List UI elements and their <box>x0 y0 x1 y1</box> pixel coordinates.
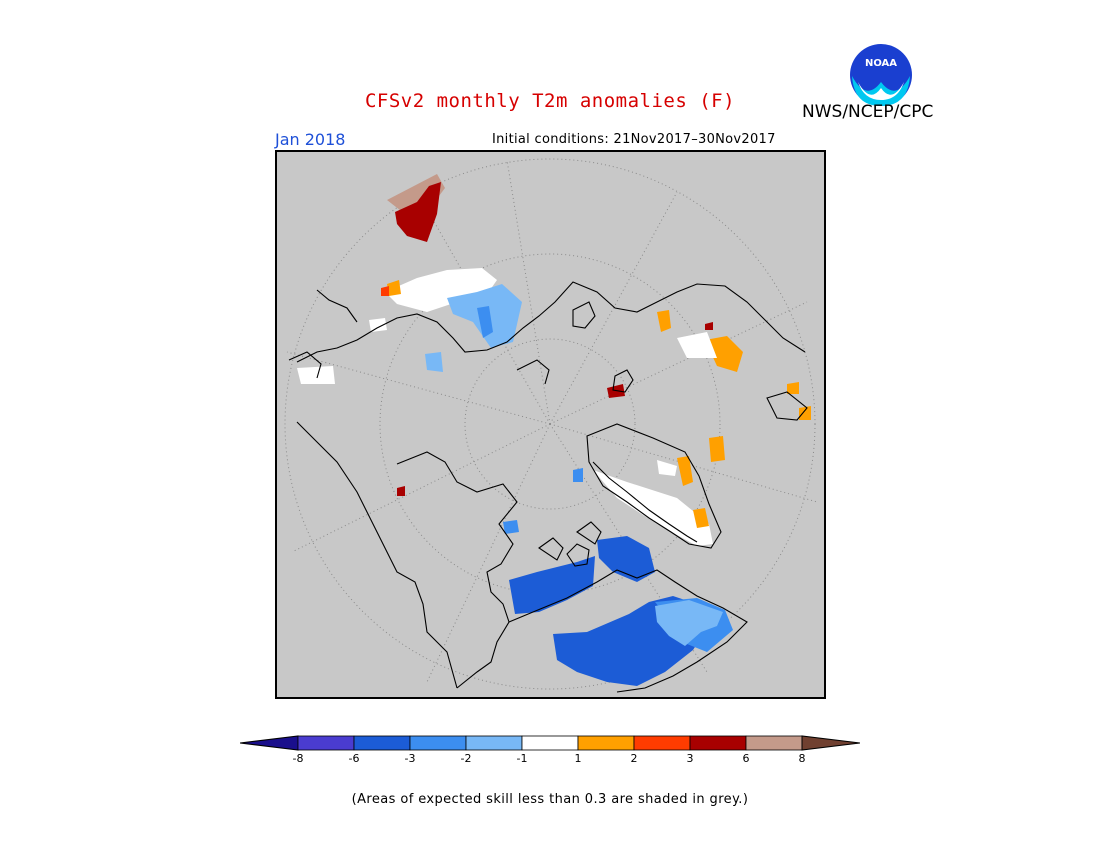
polar-map <box>275 150 826 699</box>
anomaly-region-neg3-hudson <box>597 536 655 582</box>
map-canvas <box>284 158 818 693</box>
legend-arrow-low <box>240 735 299 751</box>
legend-tick: -8 <box>292 752 304 765</box>
anomaly-region-neg3-arctic <box>503 520 519 534</box>
anomaly-region-2-alaska-b <box>677 456 693 486</box>
legend-swatch <box>577 735 635 751</box>
skill-footnote: (Areas of expected skill less than 0.3 a… <box>351 792 749 807</box>
anomaly-region-6-arabia <box>397 486 405 496</box>
anomaly-region-6-asia <box>705 322 713 330</box>
legend-tick: 3 <box>686 752 694 765</box>
logo-text: NOAA <box>865 58 897 69</box>
anomaly-region-2-pacific <box>787 382 799 394</box>
graticule <box>284 158 818 690</box>
anomaly-region-2-alaska-c <box>693 508 709 528</box>
anomaly-region-2-japan <box>705 336 743 372</box>
chart-title: CFSv2 monthly T2m anomalies (F) <box>364 90 736 112</box>
legend-tick: 8 <box>798 752 806 765</box>
legend-tick: -6 <box>348 752 360 765</box>
legend-tick: -2 <box>460 752 472 765</box>
anomaly-region-2-europe <box>387 280 401 296</box>
anomaly-region-neg3-europe <box>477 306 493 338</box>
legend-swatch <box>297 735 355 751</box>
anomaly-region-neg1-alaska <box>593 470 713 546</box>
anomaly-region-neg1-sahara <box>297 366 335 384</box>
anomaly-region-neg1-asia <box>677 332 717 358</box>
anomaly-region-2-asia <box>657 310 671 332</box>
noaa-logo-icon: NOAA <box>850 44 912 106</box>
anomaly-region-neg3-canada <box>509 556 595 614</box>
legend-tick: 6 <box>742 752 750 765</box>
anomaly-region-neg2-balkans <box>425 352 443 372</box>
legend-arrow-high <box>801 735 860 751</box>
initial-conditions-label: Initial conditions: 21Nov2017–30Nov2017 <box>492 132 776 147</box>
organization-label: NWS/NCEP/CPC <box>802 102 934 122</box>
legend-tick: -1 <box>516 752 528 765</box>
legend-swatch <box>745 735 803 751</box>
legend-swatch <box>633 735 691 751</box>
legend-tick: 2 <box>630 752 638 765</box>
legend-swatch <box>689 735 747 751</box>
legend-swatch <box>353 735 411 751</box>
legend-swatch <box>521 735 579 751</box>
anomaly-shading <box>297 174 811 686</box>
anomaly-region-neg1-spain <box>369 318 387 332</box>
color-legend <box>240 735 860 751</box>
anomaly-region-neg3-arctic-b <box>573 468 583 482</box>
legend-tick: -3 <box>404 752 416 765</box>
valid-month-label: Jan 2018 <box>275 130 346 149</box>
legend-tick: 1 <box>574 752 582 765</box>
coastlines <box>288 281 808 693</box>
anomaly-region-6 <box>395 182 441 242</box>
anomaly-region-3-europe <box>381 286 389 296</box>
anomaly-region-2-pacific-b <box>799 406 811 420</box>
anomaly-region-neg1-east <box>655 600 723 646</box>
legend-swatch <box>409 735 467 751</box>
legend-swatch <box>465 735 523 751</box>
legend-ticks: -8 -6 -3 -2 -1 1 2 3 6 8 <box>240 752 860 770</box>
anomaly-region-2-alaska <box>709 436 725 462</box>
anomaly-region-neg1-alaska-b <box>657 460 677 476</box>
